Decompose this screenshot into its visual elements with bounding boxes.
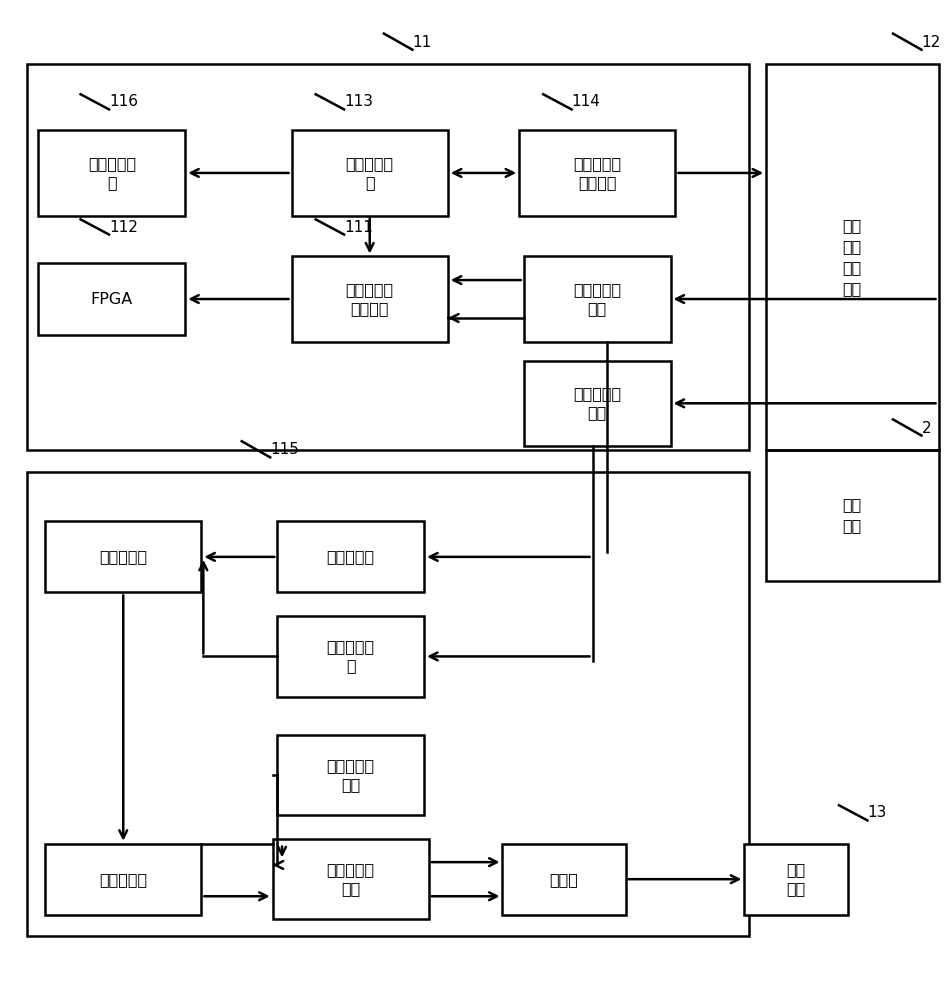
Text: 2: 2 (921, 421, 931, 436)
Bar (46, 844, 202, 915)
Text: 第一多路模
数转换器: 第一多路模 数转换器 (346, 282, 393, 316)
Bar (38, 263, 186, 335)
Bar (38, 130, 186, 216)
Bar (502, 844, 626, 915)
Text: 功放
单元: 功放 单元 (787, 862, 806, 896)
Text: 第一多路数
模转换器: 第一多路数 模转换器 (574, 156, 621, 190)
Text: 初级电流放
大器: 初级电流放 大器 (574, 282, 621, 316)
Text: 第一显示装
置: 第一显示装 置 (88, 156, 136, 190)
Bar (766, 450, 939, 581)
Bar (291, 130, 448, 216)
Text: FPGA: FPGA (91, 292, 133, 307)
Text: 113: 113 (344, 94, 374, 109)
Bar (272, 839, 428, 919)
Text: 12: 12 (921, 35, 940, 50)
Bar (27, 472, 749, 936)
Bar (519, 130, 675, 216)
Bar (277, 521, 425, 592)
Bar (277, 735, 425, 815)
Text: 波形差值放
大器: 波形差值放 大器 (327, 862, 374, 896)
Text: 第一微处理
器: 第一微处理 器 (346, 156, 393, 190)
Bar (766, 64, 939, 450)
Text: 114: 114 (572, 94, 600, 109)
Bar (523, 256, 671, 342)
Bar (523, 361, 671, 446)
Text: 数模转换器: 数模转换器 (100, 872, 147, 887)
Text: 加法器: 加法器 (550, 872, 578, 887)
Text: 115: 115 (270, 442, 299, 457)
Text: 111: 111 (344, 220, 373, 235)
Text: 数字移相器: 数字移相器 (100, 549, 147, 564)
Text: 正弦信号发
生器: 正弦信号发 生器 (327, 758, 374, 792)
Bar (291, 256, 448, 342)
Text: 116: 116 (109, 94, 138, 109)
Text: 13: 13 (867, 805, 886, 820)
Text: 信号
同步
控制
单元: 信号 同步 控制 单元 (843, 218, 862, 296)
Bar (277, 616, 425, 697)
Text: 测量
线框: 测量 线框 (843, 497, 862, 533)
Text: 模数转换器: 模数转换器 (327, 549, 374, 564)
Text: 112: 112 (109, 220, 137, 235)
Text: 11: 11 (412, 35, 431, 50)
Bar (744, 844, 848, 915)
Bar (46, 521, 202, 592)
Text: 相位测量模
块: 相位测量模 块 (327, 639, 374, 674)
Bar (27, 64, 749, 450)
Text: 次级电压放
大器: 次级电压放 大器 (574, 386, 621, 420)
